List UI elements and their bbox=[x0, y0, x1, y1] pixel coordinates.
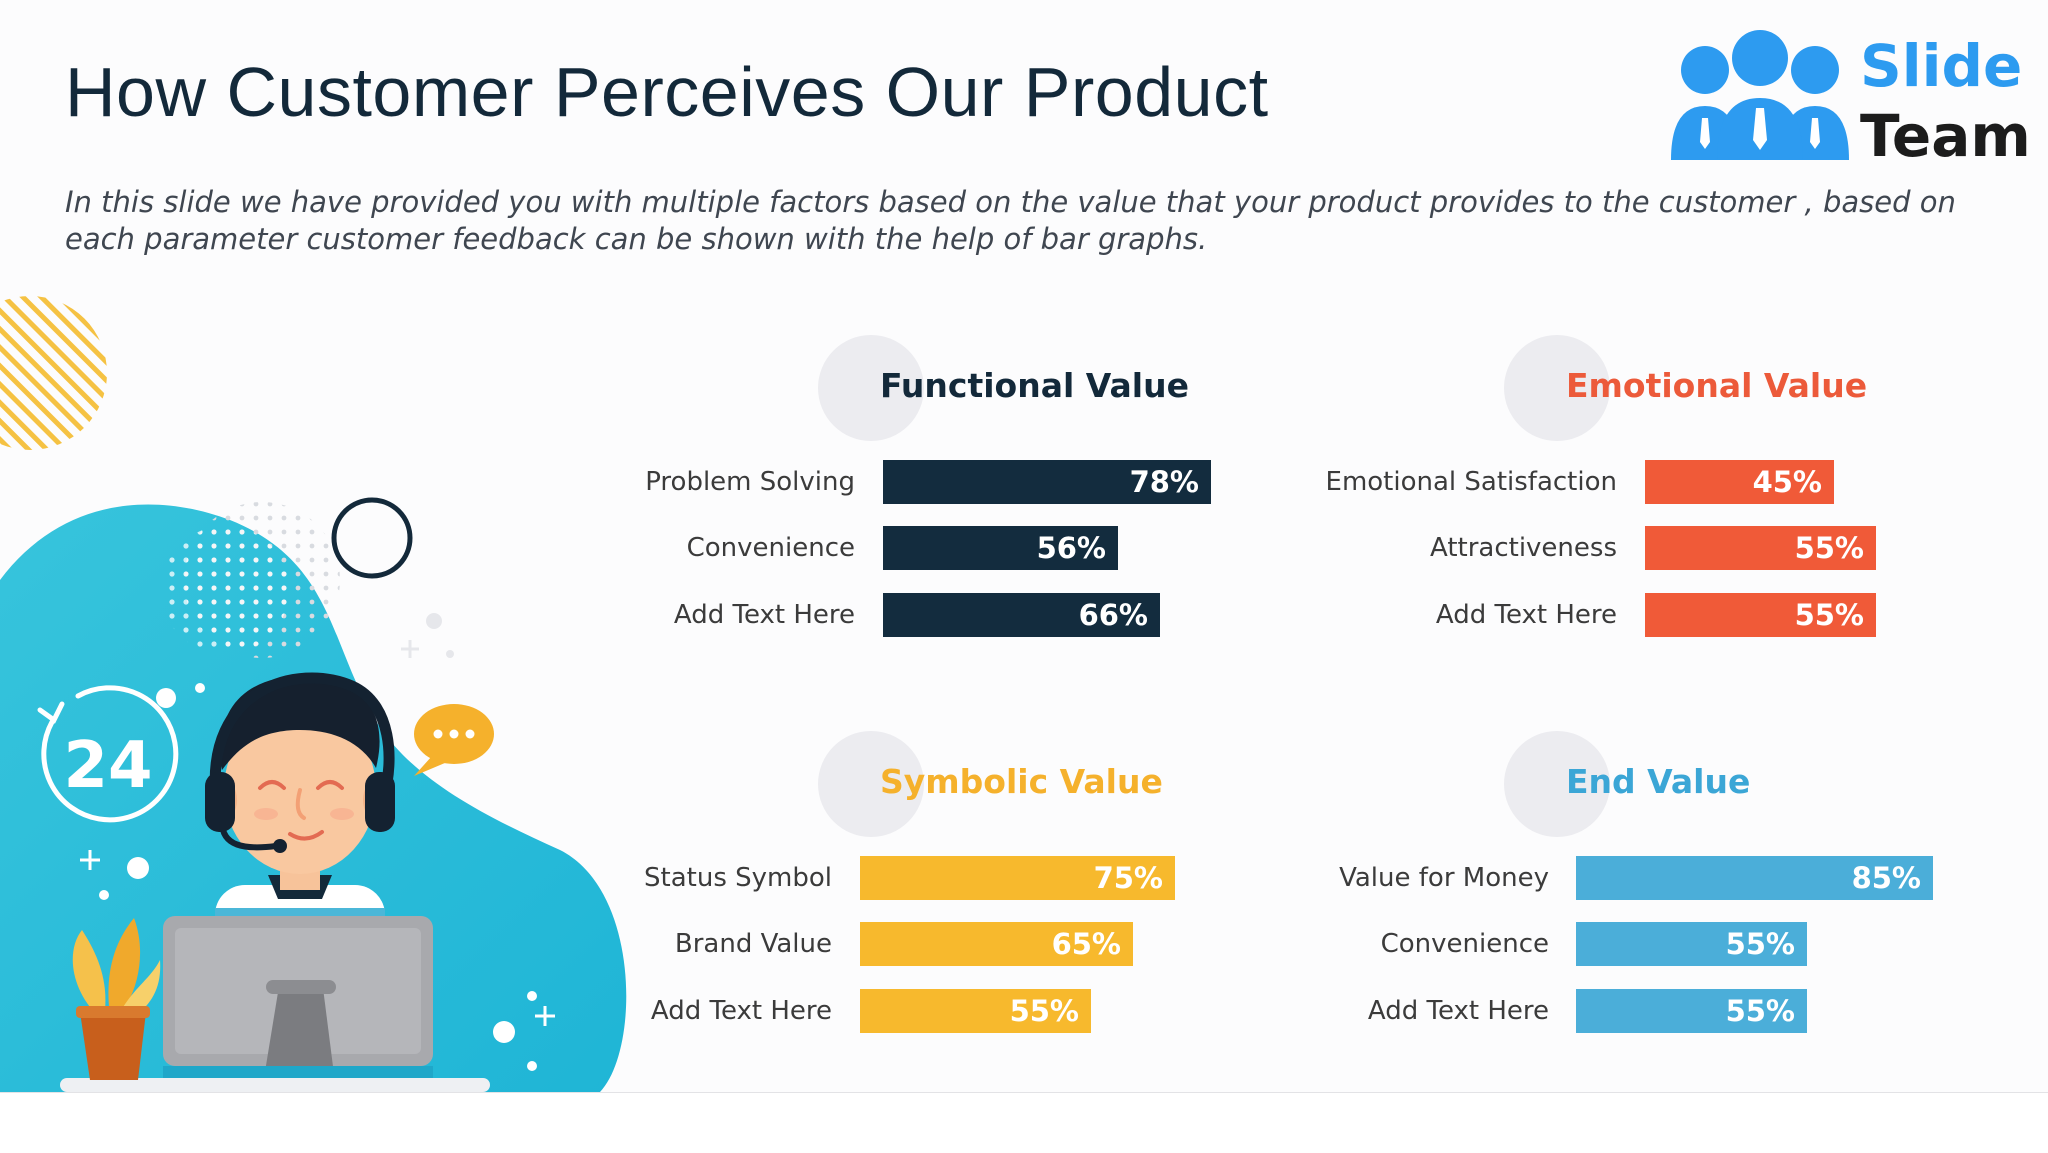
bar: 65% bbox=[860, 922, 1133, 966]
category-label: Brand Value bbox=[674, 929, 832, 959]
page-title: How Customer Perceives Our Product bbox=[65, 53, 1269, 131]
svg-text:24: 24 bbox=[63, 729, 152, 803]
bar: 56% bbox=[883, 526, 1118, 570]
bar: 66% bbox=[883, 593, 1160, 637]
category-label: Convenience bbox=[686, 533, 855, 563]
category-label: Add Text Here bbox=[673, 600, 855, 630]
clock-24-icon: 24 bbox=[37, 685, 179, 823]
category-label: Value for Money bbox=[1339, 863, 1549, 893]
logo-text-team: Team bbox=[1860, 102, 2031, 170]
chart-title-functional: Functional Value bbox=[880, 366, 1189, 405]
team-people-icon bbox=[1671, 30, 1849, 160]
category-label: Attractiveness bbox=[1429, 533, 1617, 563]
category-label: Emotional Satisfaction bbox=[1325, 467, 1617, 497]
bar: 55% bbox=[1576, 922, 1807, 966]
slide: How Customer Perceives Our Product In th… bbox=[0, 28, 2031, 1092]
bar: 55% bbox=[1645, 526, 1876, 570]
category-label: Status Symbol bbox=[644, 863, 832, 893]
bar: 75% bbox=[860, 856, 1175, 900]
title-circle-decoration bbox=[818, 731, 924, 837]
category-label: Add Text Here bbox=[1367, 996, 1549, 1026]
speech-bubble-icon bbox=[414, 704, 494, 776]
title-circle-decoration bbox=[818, 335, 924, 441]
support-agent-illustration: 24 bbox=[0, 497, 627, 1092]
chart-title-end: End Value bbox=[1566, 762, 1751, 801]
title-circle-decoration bbox=[1504, 731, 1610, 837]
category-label: Problem Solving bbox=[645, 467, 855, 497]
category-label: Convenience bbox=[1380, 929, 1549, 959]
bar: 55% bbox=[1645, 593, 1876, 637]
category-label: Add Text Here bbox=[650, 996, 832, 1026]
chart-title-symbolic: Symbolic Value bbox=[880, 762, 1163, 801]
title-circle-decoration bbox=[1504, 335, 1610, 441]
category-label: Add Text Here bbox=[1435, 600, 1617, 630]
bar: 45% bbox=[1645, 460, 1834, 504]
slideteam-logo: Slide Team bbox=[1665, 28, 2031, 168]
chart-title-emotional: Emotional Value bbox=[1566, 366, 1868, 405]
bar: 85% bbox=[1576, 856, 1933, 900]
bar: 55% bbox=[860, 989, 1091, 1033]
hatched-circle-decoration bbox=[0, 296, 107, 450]
bottom-strip bbox=[0, 1092, 2048, 1153]
bar: 78% bbox=[883, 460, 1211, 504]
page-subtitle: In this slide we have provided you with … bbox=[65, 185, 1956, 256]
bar: 55% bbox=[1576, 989, 1807, 1033]
logo-text-slide: Slide bbox=[1860, 32, 2023, 100]
